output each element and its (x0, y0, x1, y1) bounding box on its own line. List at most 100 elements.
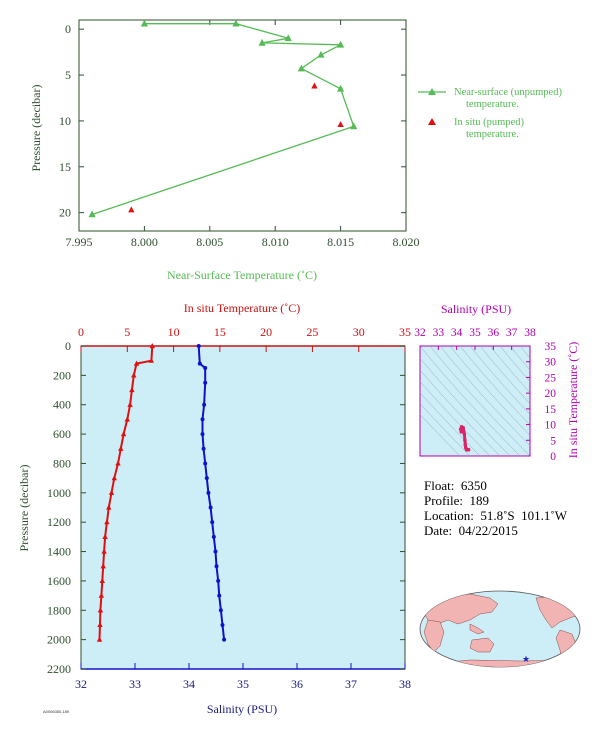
ts-point (461, 425, 465, 430)
density-contour (479, 346, 530, 405)
salinity-tick-label: 35 (237, 677, 249, 691)
unpumped-temperature-point (297, 64, 305, 72)
top-y-tick-label: 20 (59, 206, 71, 220)
density-contour (420, 392, 481, 456)
temperature-profile-point (100, 563, 106, 569)
top-x-tick-label: 8.010 (262, 235, 289, 249)
temperature-profile-point (149, 343, 155, 349)
pressure-tick-label: 1000 (47, 486, 71, 500)
salinity-tick-label: 34 (183, 677, 195, 691)
salinity-profile-point (208, 505, 213, 510)
temperature-tick-label: 5 (124, 325, 130, 339)
pressure-tick-label: 1600 (47, 574, 71, 588)
ts-point (462, 432, 467, 436)
salinity-axis-label: Salinity (PSU) (207, 702, 277, 716)
temperature-profile-point (148, 357, 155, 363)
temperature-profile-point (97, 621, 103, 628)
unpumped-temperature-point (232, 19, 240, 27)
profile-date: Date: 04/22/2015 (424, 523, 518, 538)
ts-x-tick-label: 36 (488, 327, 500, 339)
top-y-tick-label: 15 (59, 160, 71, 174)
pressure-tick-label: 2200 (47, 662, 71, 676)
density-contour (489, 346, 530, 394)
density-contour (439, 346, 530, 447)
legend-marker-unpumped (428, 88, 436, 95)
pressure-tick-label: 1800 (47, 603, 71, 617)
density-contour (420, 357, 511, 456)
temperature-tick-label: 0 (78, 325, 84, 339)
salinity-tick-label: 38 (399, 677, 411, 691)
legend-label-unpumped-1: Near-surface (unpumped) (454, 87, 562, 98)
salinity-profile-point (218, 608, 223, 613)
pumped-temperature-point (311, 82, 318, 89)
temperature-tick-label: 20 (260, 325, 272, 339)
temperature-tick-label: 25 (306, 325, 318, 339)
pumped-temperature-point (337, 121, 344, 128)
ts-x-tick-label: 32 (414, 327, 426, 339)
ts-diagram: Salinity (PSU) 32 33 34 35 36 37 38 0 5 10 15 20 25… (414, 302, 580, 463)
ts-y-tick-label: 30 (545, 357, 557, 369)
salinity-profile-point (210, 520, 215, 525)
ts-y-tick-label: 0 (550, 451, 556, 463)
profile-plot-area (80, 345, 406, 670)
unpumped-temperature-point (284, 34, 292, 42)
footer-code: A0006350.189 (43, 709, 70, 714)
density-contour (420, 381, 491, 456)
top-x-tick-label: 8.000 (131, 235, 158, 249)
salinity-profile-point (217, 593, 222, 598)
top-y-tick-label: 5 (65, 68, 71, 82)
salinity-profile-point (200, 417, 205, 422)
ts-y-label: In situ Temperature (˚C) (566, 342, 580, 459)
ts-y-tick-label: 15 (545, 404, 557, 416)
salinity-profile-point (203, 366, 208, 371)
salinity-tick-label: 36 (291, 677, 303, 691)
salinity-profile-point (216, 578, 221, 583)
ts-point (466, 447, 471, 452)
unpumped-temperature-point (317, 50, 325, 58)
salinity-tick-label: 37 (345, 677, 357, 691)
ts-x-tick-label: 38 (524, 327, 536, 339)
top-x-tick-label: 8.005 (196, 235, 223, 249)
unpumped-temperature-line (91, 23, 355, 216)
near-surface-x-label: Near-Surface Temperature (˚C) (167, 268, 317, 282)
temperature-profile-point (124, 416, 130, 422)
world-map: ★ (419, 590, 581, 668)
pressure-tick-label: 0 (65, 339, 71, 353)
temperature-profile-point (127, 401, 133, 407)
unpumped-temperature-point (140, 19, 148, 27)
density-contour (509, 346, 530, 371)
temperature-profile-point (131, 372, 137, 378)
salinity-profile-point (204, 476, 209, 481)
temperature-profile-line (98, 345, 154, 640)
near-surface-legend: Near-surface (unpumped) temperature. In … (418, 87, 562, 140)
profile-chart: 32 33 34 35 36 37 38 0 5 10 15 20 25 30 35 0 200 400 600… (17, 301, 411, 716)
density-contour (420, 346, 521, 456)
top-y-tick-label: 0 (65, 22, 71, 36)
temperature-profile-point (98, 592, 105, 598)
temperature-profile-point (120, 431, 127, 437)
near-surface-chart: 7.995 8.000 8.005 8.010 8.015 8.020 05101520 … (29, 19, 562, 282)
ts-density-contours (420, 346, 530, 456)
profile-number: Profile: 189 (424, 493, 489, 508)
unpumped-temperature-point (258, 38, 266, 46)
ts-y-tick-label: 20 (545, 388, 557, 400)
pressure-tick-label: 1400 (47, 545, 71, 559)
legend-marker-pumped (428, 118, 436, 125)
legend-label-pumped-1: In situ (pumped) (454, 117, 524, 128)
ts-point (463, 438, 467, 443)
pressure-tick-label: 2000 (47, 633, 71, 647)
salinity-profile-point (213, 549, 218, 554)
pressure-tick-label: 1200 (47, 515, 71, 529)
temperature-profile-point (108, 489, 115, 495)
float-location: Location: 51.8˚S 101.1˚W (424, 508, 567, 523)
density-contour (459, 346, 530, 426)
salinity-profile-point (201, 446, 206, 451)
temperature-profile-point (118, 445, 124, 451)
pressure-tick-label: 400 (53, 398, 71, 412)
temperature-profile-point (129, 387, 135, 393)
temperature-tick-label: 15 (214, 325, 226, 339)
profile-y-label: Pressure (decibar) (17, 465, 31, 552)
temperature-profile-point (115, 460, 121, 466)
density-contour (420, 369, 501, 456)
salinity-profile-point (197, 361, 202, 366)
